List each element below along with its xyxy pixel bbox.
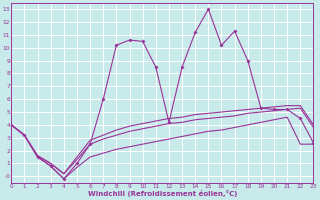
- X-axis label: Windchill (Refroidissement éolien,°C): Windchill (Refroidissement éolien,°C): [88, 190, 237, 197]
